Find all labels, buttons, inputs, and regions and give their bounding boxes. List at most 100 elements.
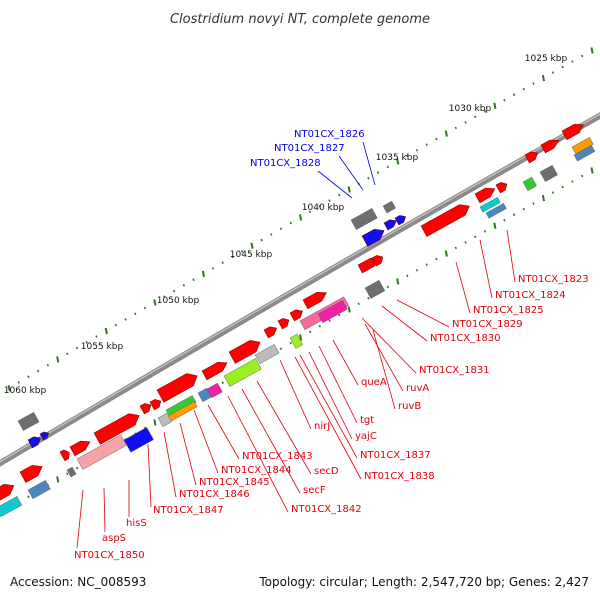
ruler-label: 1060 kbp xyxy=(4,386,47,396)
lane-tick xyxy=(464,241,467,244)
ruler-tick xyxy=(444,130,448,137)
lane-tick xyxy=(425,263,428,266)
gene-block xyxy=(479,197,501,213)
gene-arrow xyxy=(93,413,140,445)
gene-label: NT01CX_1830 xyxy=(430,333,501,344)
leader-line xyxy=(207,404,240,460)
leader-line xyxy=(318,345,358,424)
lane-tick xyxy=(541,194,546,202)
leader-line xyxy=(241,388,301,494)
lane-tick xyxy=(66,472,69,476)
ruler-tick xyxy=(279,227,283,231)
leader-line xyxy=(256,380,312,475)
gene-arrow xyxy=(495,182,508,194)
ruler-tick xyxy=(308,210,312,214)
leader-line xyxy=(147,443,152,508)
lane-tick xyxy=(522,207,525,211)
ruler-tick xyxy=(425,143,428,146)
lane-tick xyxy=(551,191,555,194)
lane-tick xyxy=(474,235,477,239)
gene-block xyxy=(0,496,23,518)
leader-line xyxy=(372,329,396,410)
gene-label: secD xyxy=(314,466,339,477)
ruler-label: 1055 kbp xyxy=(81,342,124,352)
ruler-tick xyxy=(561,65,564,69)
label-leader-lines xyxy=(76,141,516,549)
leader-line xyxy=(294,356,362,480)
ruler-label: 1030 kbp xyxy=(449,104,492,114)
ruler-tick xyxy=(46,363,49,367)
ruler-tick xyxy=(454,126,457,130)
gene-label: NT01CX_1842 xyxy=(291,504,362,515)
ruler-tick xyxy=(153,299,157,306)
lane-tick xyxy=(406,274,409,278)
gene-label: NT01CX_1837 xyxy=(360,450,431,461)
ruler-tick xyxy=(36,369,40,373)
lane-tick xyxy=(27,495,30,498)
gene-arrow xyxy=(27,436,42,449)
lane-tick xyxy=(396,278,400,285)
ruler-tick xyxy=(85,341,88,344)
ruler-tick xyxy=(376,171,380,174)
lane-tick xyxy=(532,202,535,205)
ruler-tick xyxy=(27,375,30,378)
ruler-tick xyxy=(192,278,195,281)
lane-tick xyxy=(561,185,564,189)
lane-tick xyxy=(483,229,487,233)
gene-arrow xyxy=(201,362,228,381)
gene-arrow xyxy=(394,215,407,226)
gene-block xyxy=(66,466,77,478)
ruler-tick xyxy=(503,98,506,102)
ruler-tick xyxy=(338,193,341,197)
gene-block xyxy=(76,434,127,470)
gene-arrow xyxy=(277,318,290,330)
gene-labels: NT01CX_1826 NT01CX_1827 NT01CX_1828 NT01CX_… xyxy=(74,129,589,561)
gene-arrow xyxy=(228,340,261,364)
gene-features xyxy=(0,123,596,518)
lane-tick xyxy=(289,341,292,345)
gene-label: queA xyxy=(361,377,387,388)
gene-arrow xyxy=(69,440,91,457)
gene-block xyxy=(123,427,154,453)
gene-arrow xyxy=(420,204,470,237)
gene-arrow xyxy=(149,399,162,411)
gene-label: NT01CX_1831 xyxy=(419,365,490,376)
ruler-tick xyxy=(201,270,206,278)
leader-line xyxy=(179,422,197,486)
ruler-tick xyxy=(551,71,555,74)
ruler-tick xyxy=(134,312,137,316)
ruler-tick xyxy=(493,102,497,109)
ruler-tick xyxy=(512,93,516,96)
gene-block xyxy=(317,300,348,324)
ruler-tick xyxy=(7,384,11,392)
leader-line xyxy=(396,299,450,328)
ruler-tick xyxy=(17,381,20,384)
gene-block xyxy=(289,333,304,349)
ruler-tick xyxy=(464,121,467,124)
genome-summary-text: Topology: circular; Length: 2,547,720 bp… xyxy=(258,575,589,589)
gene-label: NT01CX_1828 xyxy=(250,158,321,169)
gene-block xyxy=(157,412,172,428)
gene-block xyxy=(485,203,507,219)
ruler-label: 1050 kbp xyxy=(157,296,200,306)
ruler-tick xyxy=(172,289,176,293)
gene-label: NT01CX_1843 xyxy=(242,451,313,462)
lane-tick xyxy=(435,257,438,261)
gene-arrow xyxy=(302,291,327,310)
ruler-tick xyxy=(104,327,108,335)
gene-label: ruvA xyxy=(406,383,429,394)
gene-arrow xyxy=(19,464,43,483)
gene-arrow xyxy=(383,219,397,231)
gene-block xyxy=(223,358,262,387)
gene-block xyxy=(17,412,40,431)
lane-tick xyxy=(493,222,497,229)
gene-label: ruvB xyxy=(398,401,421,412)
gene-label: NT01CX_1824 xyxy=(495,290,566,301)
gene-block xyxy=(27,480,51,500)
ruler-tick xyxy=(211,267,215,270)
lane-tick xyxy=(357,302,360,306)
gene-label: tgt xyxy=(360,415,374,426)
ruler-tick xyxy=(299,214,303,221)
ruler-tick xyxy=(56,356,60,363)
